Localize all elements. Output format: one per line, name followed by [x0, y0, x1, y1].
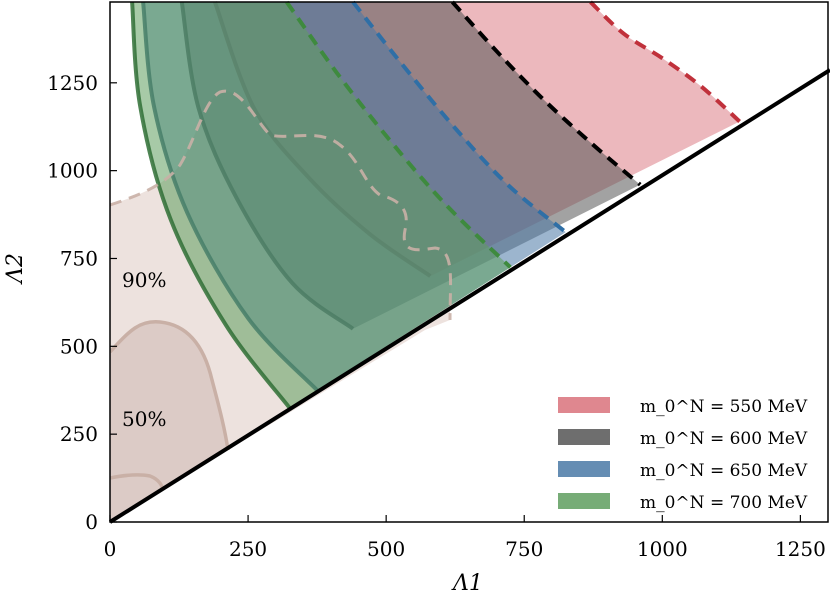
y-tick-label: 0: [85, 510, 98, 534]
band-inner-line-700: [130, 1, 292, 410]
band-outer-line-700: [285, 0, 512, 269]
mass-bands: [130, 0, 741, 410]
contour-lines: [110, 89, 453, 491]
contour-50-small-line: [110, 473, 165, 491]
legend-swatch-700: [558, 493, 610, 509]
diagonal-boundary-line: [108, 68, 830, 524]
x-tick-label: 750: [505, 537, 543, 561]
x-tick-label: 1000: [637, 537, 688, 561]
y-axis-title: Λ2: [3, 253, 28, 285]
legend-label-600: m_0^N = 600 MeV: [640, 429, 808, 449]
plot-frame: [109, 1, 829, 523]
contour-50-line: [110, 320, 230, 451]
contour-90-line: [110, 89, 453, 321]
legend-swatch-600: [558, 429, 610, 445]
annotation-90: 90%: [122, 268, 166, 292]
y-tick-label: 1250: [47, 71, 98, 95]
x-tick-label: 250: [229, 537, 267, 561]
legend: m_0^N = 550 MeV m_0^N = 600 MeV m_0^N = …: [558, 397, 808, 513]
band-outer-line-650: [351, 0, 567, 234]
y-tick-label: 1000: [47, 159, 98, 183]
y-tick-label: 500: [60, 334, 98, 358]
x-tick-label: 500: [367, 537, 405, 561]
annotation-50: 50%: [122, 407, 166, 431]
confidence-50-region: [110, 321, 228, 522]
x-axis-title: Λ1: [451, 571, 483, 596]
band-outer-line-600: [450, 0, 642, 187]
x-tick-label: 1250: [775, 537, 826, 561]
legend-label-650: m_0^N = 650 MeV: [640, 461, 808, 481]
y-tick-label: 250: [60, 422, 98, 446]
legend-label-700: m_0^N = 700 MeV: [640, 493, 808, 513]
legend-label-550: m_0^N = 550 MeV: [640, 397, 808, 417]
band-outer-line-550: [589, 0, 741, 123]
legend-swatch-650: [558, 461, 610, 477]
legend-swatch-550: [558, 397, 610, 413]
band-700: [132, 2, 511, 408]
x-tick-label: 0: [104, 537, 117, 561]
y-tick-label: 750: [60, 246, 98, 270]
axis-ticks: 0 250 500 750 1000 1250 0 250 500 750 1000 1250: [47, 71, 826, 561]
